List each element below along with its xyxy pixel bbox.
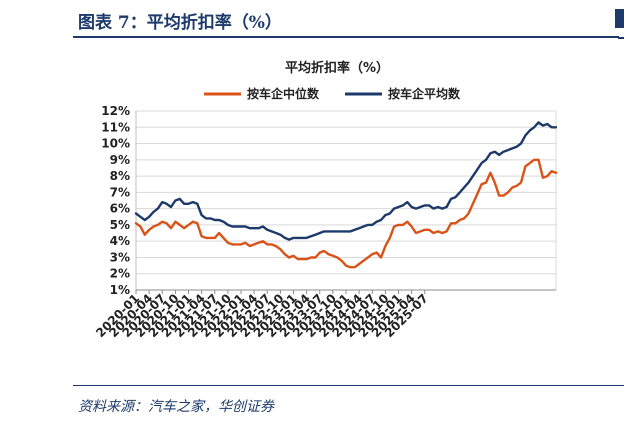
- y-tick-label: 3%: [110, 250, 130, 264]
- y-tick-label: 4%: [110, 234, 130, 248]
- series-lines: [134, 121, 558, 269]
- y-tick-label: 7%: [110, 185, 130, 199]
- legend-label-median: 按车企中位数: [247, 86, 320, 101]
- y-tick-label: 2%: [110, 267, 130, 281]
- y-tick-label: 6%: [110, 202, 130, 216]
- y-tick-label: 10%: [101, 137, 130, 151]
- y-tick-label: 12%: [101, 104, 130, 118]
- plot-frame: [135, 111, 557, 291]
- legend-label-mean: 按车企平均数: [388, 86, 461, 101]
- figure-title: 图表 7：平均折扣率（%）: [78, 13, 282, 33]
- y-tick-label: 11%: [101, 120, 130, 134]
- series-line-median: [134, 158, 558, 269]
- y-tick-label: 8%: [110, 169, 130, 183]
- bottom-divider: [73, 385, 619, 386]
- discount-rate-chart: 平均折扣率（%） 按车企中位数 按车企平均数 1% 2% 3% 4% 5% 6% 7% 8% 9…: [93, 60, 558, 340]
- top-divider: [73, 36, 619, 38]
- x-axis-ticks: 2020-012020-042020-072020-102021-012021-…: [93, 290, 431, 340]
- y-tick-label: 1%: [110, 283, 130, 297]
- series-line-mean: [134, 121, 558, 241]
- source-note: 资料来源：汽车之家，华创证券: [78, 399, 274, 415]
- gridlines: [136, 110, 556, 291]
- legend: 按车企中位数 按车企平均数: [204, 86, 461, 101]
- chart-title: 平均折扣率（%）: [285, 60, 389, 76]
- y-tick-label: 5%: [110, 218, 130, 232]
- y-tick-label: 9%: [110, 153, 130, 167]
- adjacent-panel-title-fragment: [615, 9, 624, 28]
- y-axis-ticks: 1% 2% 3% 4% 5% 6% 7% 8% 9% 10% 11% 12%: [101, 104, 130, 297]
- adjacent-panel-bottom-divider: [618, 385, 624, 386]
- adjacent-panel-divider: [618, 37, 624, 39]
